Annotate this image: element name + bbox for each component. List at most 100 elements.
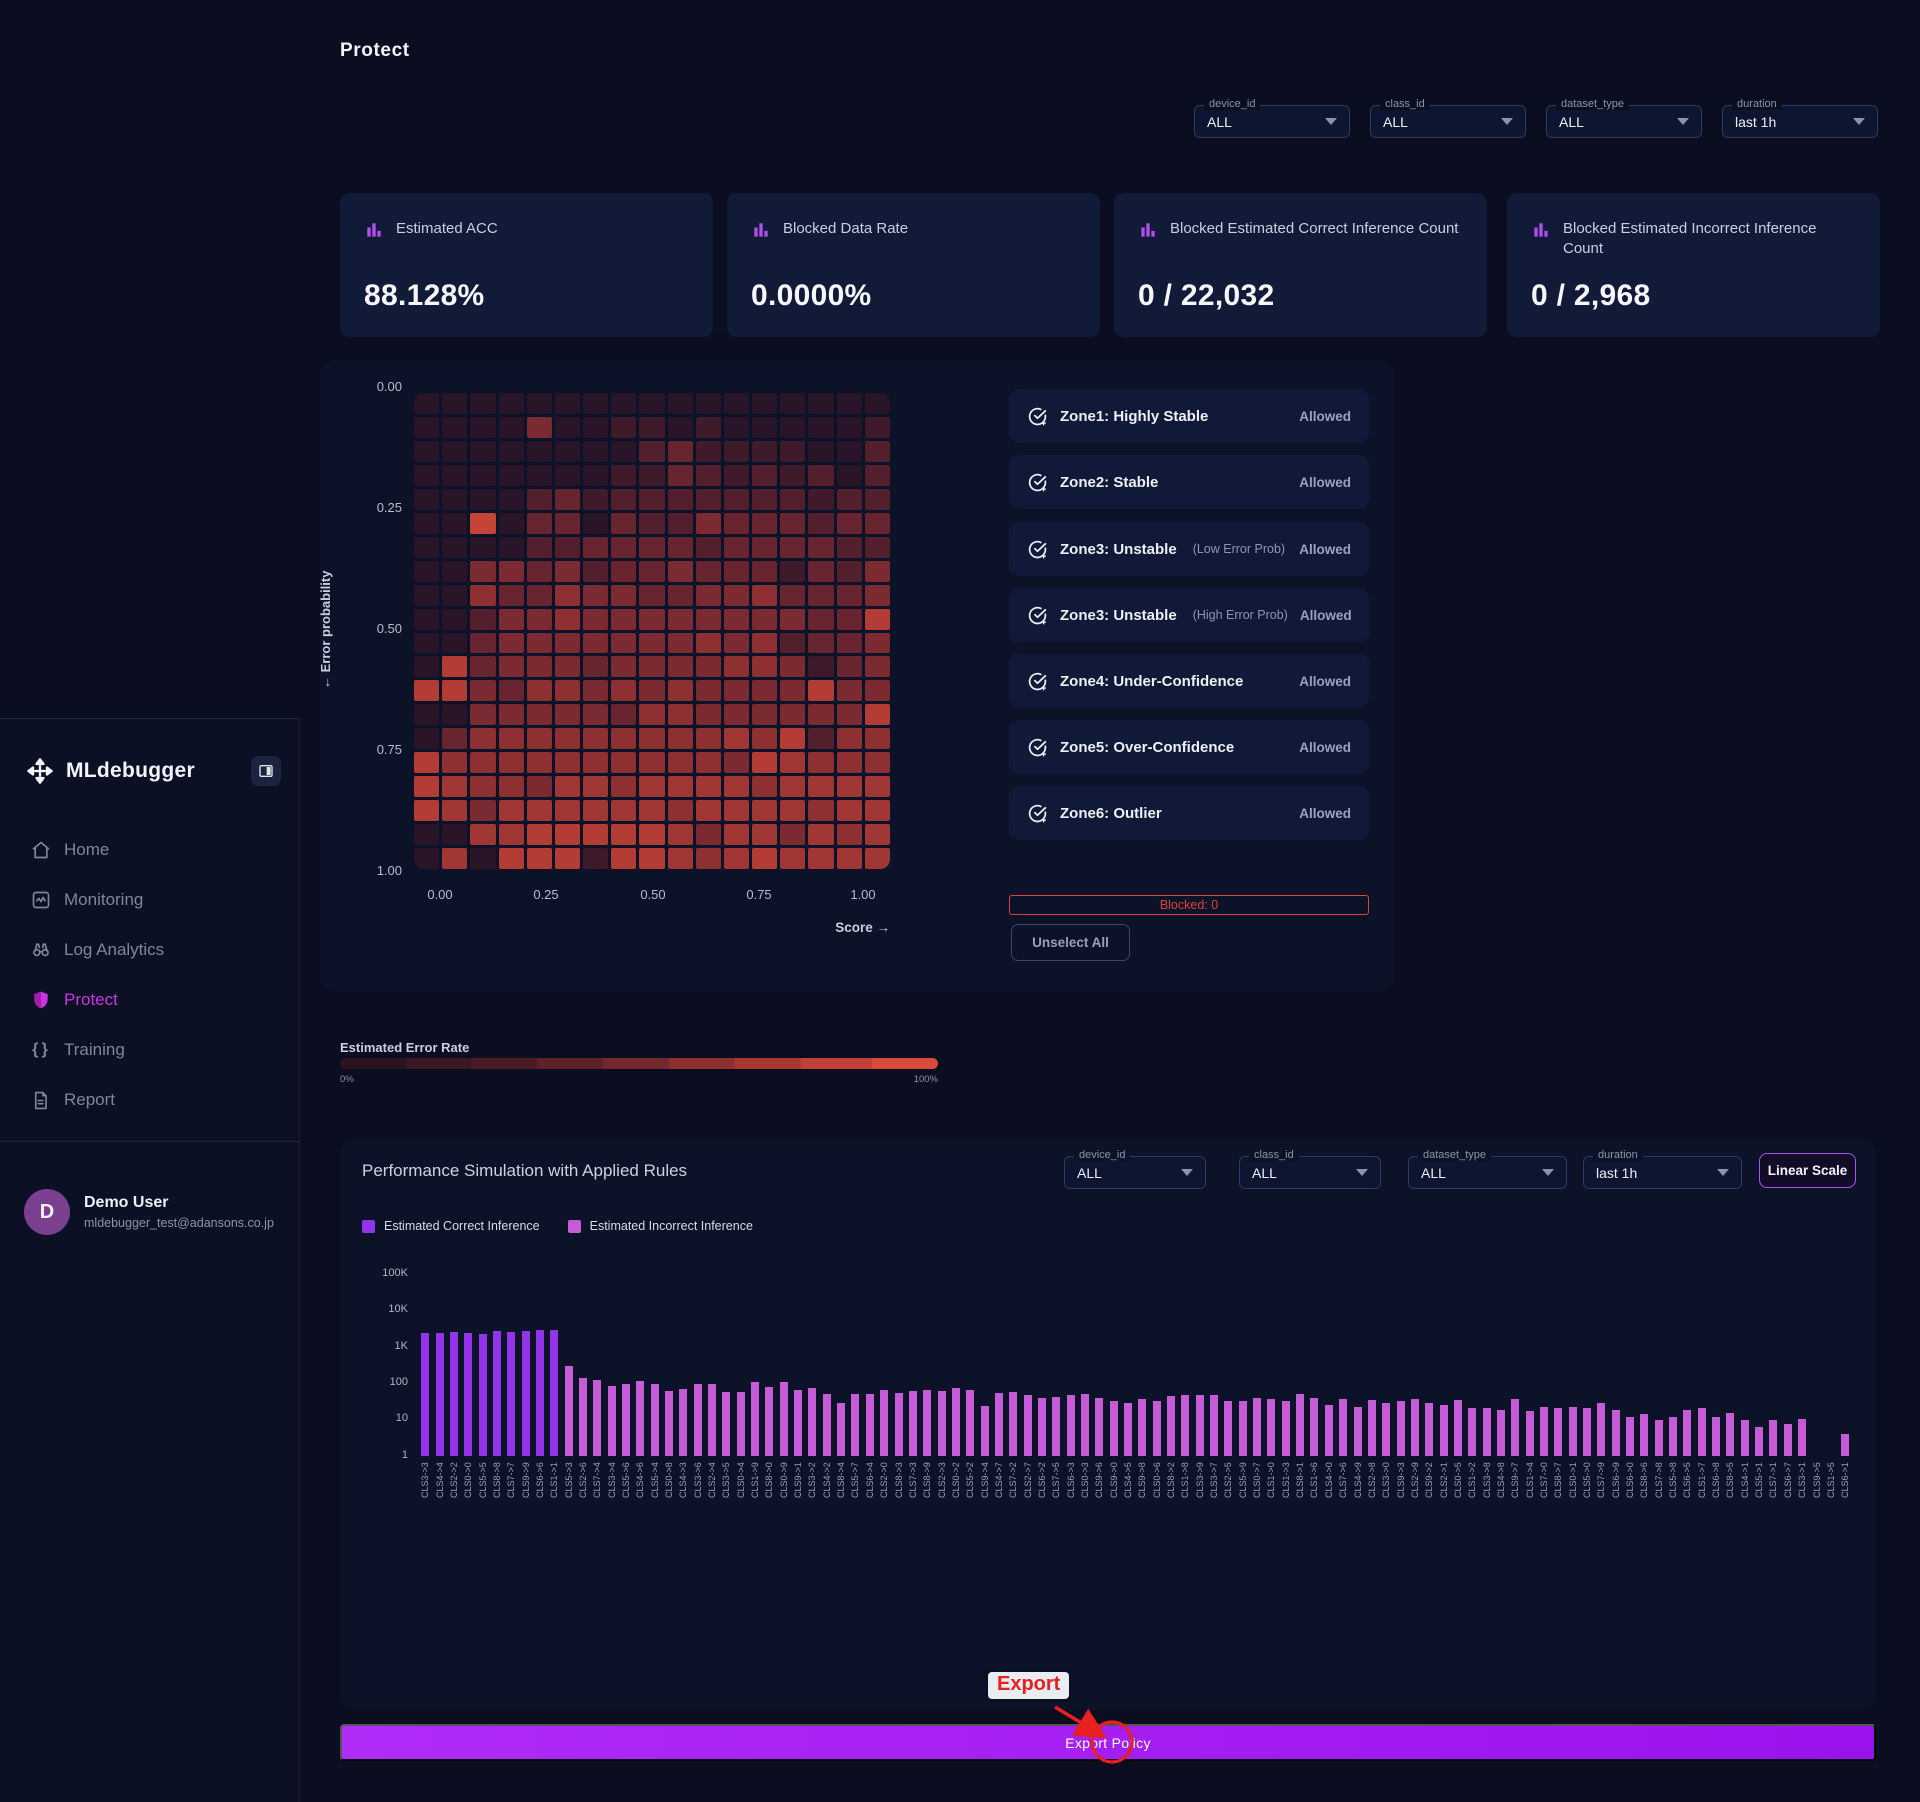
chevron-down-icon xyxy=(1677,118,1689,125)
heatmap-cell xyxy=(723,848,750,869)
select-value: ALL xyxy=(1421,1164,1446,1181)
bar xyxy=(1023,1395,1032,1456)
perf-device-id-select[interactable]: device_id ALL xyxy=(1064,1149,1206,1189)
heatmap-cell xyxy=(526,632,552,654)
linear-scale-button[interactable]: Linear Scale xyxy=(1759,1153,1856,1188)
zone-card-3-high[interactable]: Zone3: Unstable (High Error Prob) Allowe… xyxy=(1009,588,1369,642)
bar-column: CLS0->9 xyxy=(777,1269,791,1541)
bar-ytick: 10 xyxy=(395,1412,408,1424)
heatmap-cell xyxy=(554,512,581,534)
bar-column: CLS0->3 xyxy=(1078,1269,1092,1541)
zone-card-1[interactable]: Zone1: Highly Stable Allowed xyxy=(1009,389,1369,443)
bar-column: CLS5->9 xyxy=(1236,1269,1250,1541)
heatmap-cell xyxy=(780,632,806,654)
bar-column: CLS7->9 xyxy=(1594,1269,1608,1541)
class-id-select[interactable]: class_id ALL xyxy=(1370,98,1526,138)
sidebar-item-log-analytics[interactable]: Log Analytics xyxy=(0,925,299,975)
heatmap-cell xyxy=(752,393,778,414)
bar xyxy=(880,1389,889,1456)
bar-column: CLS5->3 xyxy=(561,1269,575,1541)
user-profile[interactable]: D Demo User mldebugger_test@adansons.co.… xyxy=(24,1189,289,1235)
heatmap-cell xyxy=(611,704,637,726)
bar-xtick: CLS9->0 xyxy=(1108,1462,1119,1498)
zone-card-4[interactable]: Zone4: Under-Confidence Allowed xyxy=(1009,654,1369,708)
heatmap-cell xyxy=(470,512,496,534)
heatmap-ytick: 0.75 xyxy=(376,742,402,757)
heatmap-cell xyxy=(498,848,524,869)
bar-xtick: CLS2->3 xyxy=(936,1462,947,1498)
select-value: ALL xyxy=(1559,113,1584,130)
zone-name: Zone5: Over-Confidence xyxy=(1060,738,1235,756)
heatmap-cell xyxy=(695,800,721,822)
device-id-select[interactable]: device_id ALL xyxy=(1194,98,1350,138)
unselect-all-button[interactable]: Unselect All xyxy=(1011,924,1130,961)
monitoring-icon xyxy=(30,890,51,911)
bar-column: CLS3->5 xyxy=(719,1269,733,1541)
zone-card-3-low[interactable]: Zone3: Unstable (Low Error Prob) Allowed xyxy=(1009,522,1369,576)
sidebar-item-protect[interactable]: Protect xyxy=(0,975,299,1025)
sidebar-item-training[interactable]: { } Training xyxy=(0,1025,299,1075)
bar xyxy=(1769,1420,1778,1456)
bar-column: CLS3->1 xyxy=(1795,1269,1809,1541)
bar-column: CLS8->5 xyxy=(1723,1269,1737,1541)
dataset-type-select[interactable]: dataset_type ALL xyxy=(1546,98,1702,138)
heatmap-cell xyxy=(526,464,552,486)
brand-row: MLdebugger xyxy=(26,751,281,791)
check-circle-icon xyxy=(1027,472,1048,493)
zone-card-2[interactable]: Zone2: Stable Allowed xyxy=(1009,455,1369,509)
heatmap-cell xyxy=(808,752,834,774)
bar xyxy=(1181,1394,1190,1456)
bar-column: CLS4->8 xyxy=(1494,1269,1508,1541)
heatmap-cell xyxy=(414,656,440,678)
heatmap-cell xyxy=(695,752,721,774)
heatmap-cell xyxy=(723,824,750,846)
heatmap-cell xyxy=(695,608,721,630)
perf-duration-select[interactable]: duration last 1h xyxy=(1583,1149,1742,1189)
heatmap-cell xyxy=(667,608,693,630)
bar-xtick: CLS9->5 xyxy=(1811,1462,1822,1498)
heatmap-cell xyxy=(554,752,581,774)
error-rate-max: 100% xyxy=(913,1074,938,1085)
sidebar-item-report[interactable]: Report xyxy=(0,1075,299,1125)
heatmap-cell xyxy=(808,704,834,726)
bar-column: CLS7->8 xyxy=(1652,1269,1666,1541)
heatmap-cell xyxy=(611,608,637,630)
sidebar-toggle-button[interactable] xyxy=(251,756,281,786)
bar xyxy=(923,1390,932,1456)
bar xyxy=(1525,1411,1534,1456)
bar xyxy=(1052,1397,1061,1456)
heatmap-cell xyxy=(836,488,862,510)
bar-xtick: CLS1->8 xyxy=(1180,1462,1191,1498)
heatmap-cell xyxy=(414,776,440,798)
sidebar-item-home[interactable]: Home xyxy=(0,825,299,875)
sidebar-item-label: Home xyxy=(64,840,110,859)
perf-class-id-select[interactable]: class_id ALL xyxy=(1239,1149,1381,1189)
select-value: ALL xyxy=(1252,1164,1277,1181)
bar xyxy=(1597,1403,1606,1456)
heatmap-cell xyxy=(583,416,609,438)
duration-select[interactable]: duration last 1h xyxy=(1722,98,1878,138)
zone-card-6[interactable]: Zone6: Outlier Allowed xyxy=(1009,786,1369,840)
heatmap-cell xyxy=(470,752,496,774)
bar-xtick: CLS7->2 xyxy=(1008,1462,1019,1498)
heatmap-cell xyxy=(442,752,468,774)
bar-xtick: CLS7->7 xyxy=(506,1462,517,1498)
bar-xtick: CLS2->6 xyxy=(577,1462,588,1498)
heatmap-cell xyxy=(583,656,609,678)
bar-xtick: CLS2->1 xyxy=(1438,1462,1449,1498)
heatmap-cell xyxy=(780,560,806,582)
heatmap-cell xyxy=(864,464,890,486)
sidebar-item-monitoring[interactable]: Monitoring xyxy=(0,875,299,925)
perf-dataset-type-select[interactable]: dataset_type ALL xyxy=(1408,1149,1567,1189)
zone-card-5[interactable]: Zone5: Over-Confidence Allowed xyxy=(1009,720,1369,774)
performance-bar-chart: CLS3->3 CLS4->4 CLS2->2 CLS0->0 CLS5->5 CLS8-… xyxy=(418,1269,1852,1541)
blocked-count-bar[interactable]: Blocked: 0 xyxy=(1009,895,1369,915)
bar-xtick: CLS6->5 xyxy=(1682,1462,1693,1498)
heatmap-cell xyxy=(780,416,806,438)
bar-column: CLS9->8 xyxy=(1135,1269,1149,1541)
heatmap-cell xyxy=(639,488,665,510)
heatmap-cell xyxy=(442,776,468,798)
heatmap-cell xyxy=(752,416,778,438)
select-label: duration xyxy=(1732,98,1782,110)
bar-xtick: CLS5->7 xyxy=(850,1462,861,1498)
